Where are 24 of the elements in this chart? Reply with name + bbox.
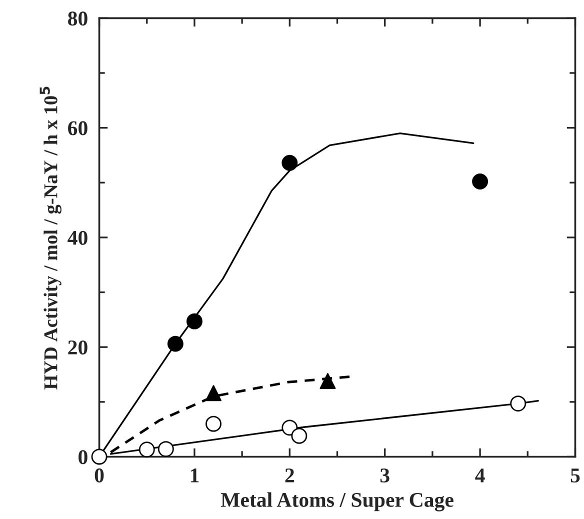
point: [472, 174, 488, 190]
x-tick-label: 3: [380, 468, 390, 482]
point: [206, 416, 222, 432]
y-axis-title: HYD Activity / mol / g-NaY / h x 10$^{5}$: [40, 86, 62, 390]
x-tick-label: 1: [190, 468, 199, 482]
x-tick-label: 5: [570, 468, 580, 482]
x-tick-label: 2: [285, 468, 294, 482]
x-tick-label: 4: [475, 468, 485, 482]
y-tick-label: 60: [68, 121, 88, 136]
y-tick-label: 80: [68, 12, 88, 26]
point: [282, 154, 298, 171]
point: [167, 336, 184, 352]
point: [291, 428, 308, 444]
point: [186, 313, 202, 330]
y-tick-label: 40: [68, 230, 88, 245]
point: [206, 385, 222, 402]
y-tick-label: 20: [68, 340, 88, 355]
point: [158, 441, 174, 458]
point: [510, 396, 526, 412]
y-tick-label: 0: [78, 450, 88, 464]
x-axis-title: Metal Atoms / Super Cage: [220, 492, 454, 512]
x-tick-label: 0: [94, 468, 104, 482]
point: [138, 442, 155, 458]
point: [320, 373, 336, 390]
